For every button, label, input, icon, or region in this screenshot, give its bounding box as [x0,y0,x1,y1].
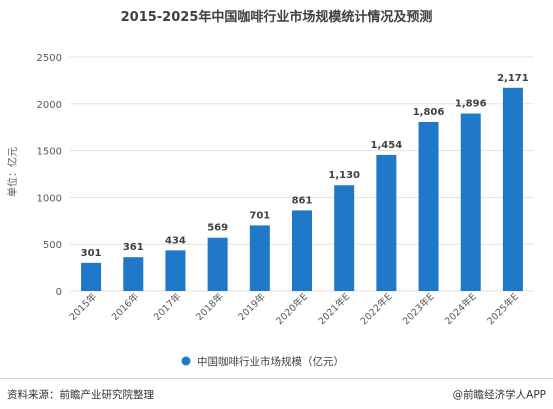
value-label: 1,130 [328,170,360,181]
y-tick-label: 500 [43,240,62,251]
x-tick-label: 2018年 [193,290,226,323]
y-tick-label: 2500 [37,53,62,64]
legend-label: 中国咖啡行业市场规模（亿元） [197,355,344,368]
value-label: 301 [81,248,102,259]
bar [418,121,439,291]
value-label: 1,454 [371,140,403,151]
value-label: 361 [123,242,144,253]
bar [123,257,144,291]
y-tick-label: 1500 [37,147,62,158]
bar [249,225,270,291]
bar [165,250,186,291]
value-label: 1,896 [455,99,487,110]
y-axis-title: 单位：亿元 [6,147,19,197]
chart-title: 2015-2025年中国咖啡行业市场规模统计情况及预测 [120,10,433,25]
bar [292,210,312,291]
bar-chart: 0 500 1000 1500 2000 2500 301 361 434 569 701 861 1… [6,53,534,368]
x-tick-label: 2020年E [274,291,311,328]
x-tick-label: 2016年 [109,290,142,323]
x-tick-label: 2025年E [484,291,521,328]
y-tick-label: 2000 [37,100,62,111]
footer: 资料来源：前瞻产业研究院整理 @前瞻经济学人APP [0,378,553,409]
x-tick-label: 2022年E [358,291,395,328]
legend-marker [181,356,191,366]
x-tick-label: 2015年 [67,290,100,323]
bar [376,154,397,291]
bar [207,237,228,291]
y-tick-label: 1000 [37,193,62,204]
value-label: 1,806 [413,107,445,118]
source-note: 资料来源：前瞻产业研究院整理 [7,389,154,401]
bar [81,262,102,291]
value-label: 434 [165,235,186,246]
x-tick-label: 2023年E [400,291,437,328]
y-axis-ticks: 0 500 1000 1500 2000 2500 [37,53,62,298]
value-label: 701 [249,210,270,221]
value-label: 569 [207,223,228,234]
x-tick-label: 2019年 [236,290,269,323]
value-label: 861 [292,195,313,206]
bar [334,185,355,291]
x-axis-ticks: 2015年 2016年 2017年 2018年 2019年 2020年E 2021年E 202… [67,290,521,327]
y-tick-label: 0 [56,287,62,298]
value-labels: 301 361 434 569 701 861 1,130 1,454 1,806 1,896 2,… [81,73,529,259]
bars [81,87,523,292]
x-tick-label: 2017年 [151,290,184,323]
credit-note: @前瞻经济学人APP [452,389,546,401]
value-label: 2,171 [497,73,529,84]
x-tick-label: 2021年E [316,291,353,328]
legend: 中国咖啡行业市场规模（亿元） [181,355,344,368]
x-tick-label: 2024年E [442,291,479,328]
bar [502,87,523,291]
bar [460,113,481,292]
